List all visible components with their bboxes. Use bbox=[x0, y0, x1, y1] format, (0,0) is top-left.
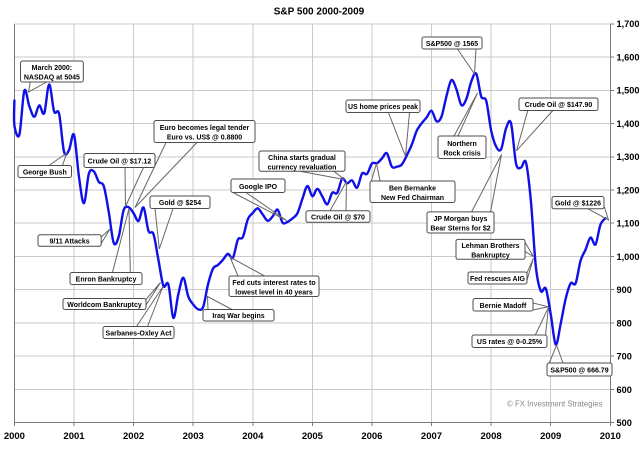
svg-text:2005: 2005 bbox=[302, 431, 324, 442]
svg-text:Euro becomes legal tender: Euro becomes legal tender bbox=[160, 125, 250, 132]
svg-text:Euro vs. US$ @ 0.8800: Euro vs. US$ @ 0.8800 bbox=[167, 135, 242, 142]
svg-text:1,700: 1,700 bbox=[617, 19, 640, 29]
svg-text:2008: 2008 bbox=[481, 431, 502, 442]
svg-text:500: 500 bbox=[617, 418, 632, 428]
svg-text:Crude Oil @ $147.90: Crude Oil @ $147.90 bbox=[525, 102, 593, 109]
svg-text:S&P 500 2000-2009: S&P 500 2000-2009 bbox=[274, 7, 365, 18]
svg-text:2007: 2007 bbox=[421, 431, 442, 442]
svg-text:US rates @ 0-0.25%: US rates @ 0-0.25% bbox=[477, 339, 543, 346]
svg-text:Rock crisis: Rock crisis bbox=[443, 150, 480, 157]
svg-text:Bernie Madoff: Bernie Madoff bbox=[480, 303, 527, 310]
svg-text:2003: 2003 bbox=[183, 431, 204, 442]
svg-text:Worldcom Bankruptcy: Worldcom Bankruptcy bbox=[67, 302, 142, 309]
svg-text:2002: 2002 bbox=[123, 431, 144, 442]
svg-text:2006: 2006 bbox=[361, 431, 382, 442]
svg-text:2001: 2001 bbox=[63, 431, 85, 442]
svg-text:1,000: 1,000 bbox=[617, 252, 640, 262]
svg-text:© FX Investment Strategies: © FX Investment Strategies bbox=[507, 400, 603, 409]
svg-text:700: 700 bbox=[617, 352, 632, 362]
svg-text:S&P500 @ 666.79: S&P500 @ 666.79 bbox=[550, 368, 608, 375]
svg-text:Ben Bernanke: Ben Bernanke bbox=[389, 185, 436, 192]
svg-text:New Fed Chairman: New Fed Chairman bbox=[381, 195, 444, 202]
svg-text:George Bush: George Bush bbox=[23, 170, 67, 177]
svg-text:1,200: 1,200 bbox=[617, 185, 640, 195]
svg-text:lowest level in 40 years: lowest level in 40 years bbox=[235, 289, 313, 296]
svg-text:1,400: 1,400 bbox=[617, 119, 640, 129]
svg-text:Enron Bankruptcy: Enron Bankruptcy bbox=[76, 277, 137, 284]
svg-text:2000: 2000 bbox=[4, 431, 25, 442]
svg-text:Northern: Northern bbox=[447, 141, 477, 148]
svg-text:2004: 2004 bbox=[242, 431, 264, 442]
svg-text:Gold @ $254: Gold @ $254 bbox=[159, 200, 201, 207]
svg-text:800: 800 bbox=[617, 318, 632, 328]
svg-text:JP Morgan buys: JP Morgan buys bbox=[434, 216, 488, 223]
svg-text:1,100: 1,100 bbox=[617, 219, 640, 229]
svg-text:9/11 Attacks: 9/11 Attacks bbox=[49, 239, 89, 246]
svg-text:Lehman Brothers: Lehman Brothers bbox=[462, 243, 520, 250]
svg-text:Fed rescues AIG: Fed rescues AIG bbox=[470, 276, 526, 283]
svg-text:Bear Sterns for $2: Bear Sterns for $2 bbox=[430, 226, 490, 233]
svg-text:S&P500 @ 1565: S&P500 @ 1565 bbox=[426, 41, 478, 48]
svg-text:2010: 2010 bbox=[600, 431, 621, 442]
svg-text:Bankruptcy: Bankruptcy bbox=[471, 253, 510, 260]
svg-text:1,500: 1,500 bbox=[617, 86, 640, 96]
svg-text:Crude Oil @ $70: Crude Oil @ $70 bbox=[311, 215, 365, 222]
svg-text:Sarbanes-Oxley Act: Sarbanes-Oxley Act bbox=[106, 331, 173, 338]
svg-text:March 2000:: March 2000: bbox=[32, 65, 72, 72]
svg-text:Fed cuts interest rates to: Fed cuts interest rates to bbox=[232, 280, 315, 287]
svg-text:600: 600 bbox=[617, 385, 632, 395]
svg-text:Iraq War begins: Iraq War begins bbox=[212, 313, 264, 320]
svg-text:US home prices peak: US home prices peak bbox=[348, 104, 418, 111]
svg-text:1,300: 1,300 bbox=[617, 152, 640, 162]
svg-text:1,600: 1,600 bbox=[617, 52, 640, 62]
svg-text:currency revaluation: currency revaluation bbox=[268, 164, 337, 171]
svg-text:900: 900 bbox=[617, 285, 632, 295]
svg-text:Crude Oil @ $17.12: Crude Oil @ $17.12 bbox=[88, 159, 152, 166]
svg-text:NASDAQ at 5045: NASDAQ at 5045 bbox=[24, 75, 80, 82]
svg-text:Google IPO: Google IPO bbox=[239, 184, 278, 191]
svg-text:China starts gradual: China starts gradual bbox=[268, 155, 336, 162]
svg-text:Gold @ $1226: Gold @ $1226 bbox=[555, 201, 601, 208]
svg-text:2009: 2009 bbox=[540, 431, 561, 442]
